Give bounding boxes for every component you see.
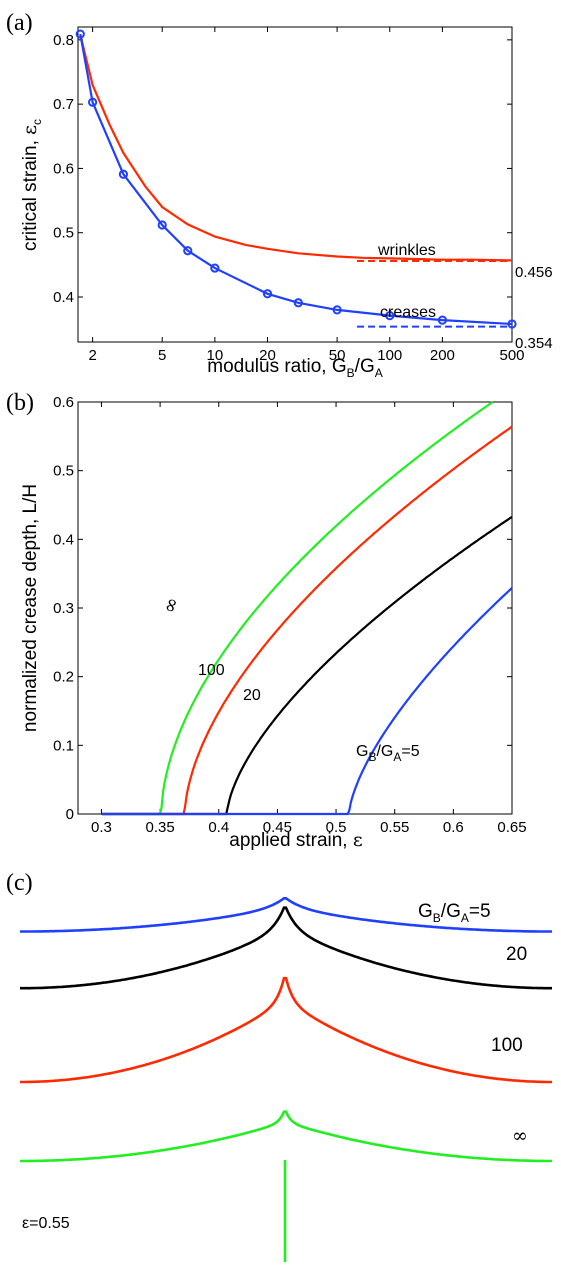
series-5 xyxy=(101,587,513,816)
panel-c: (c) GB/GA=5 20 100 ∞ ε=0.55 xyxy=(6,870,552,1262)
panel-a-label: (a) xyxy=(6,10,33,36)
x-tick-label: 0.4 xyxy=(208,819,229,836)
panel-b-xlabel: applied strain, ε xyxy=(229,829,362,851)
creases-label: creases xyxy=(380,304,436,321)
y-tick-label: 0.8 xyxy=(53,32,74,49)
creases-marker xyxy=(88,97,98,107)
y-tick-label: 0.2 xyxy=(53,669,74,686)
y-tick-label: 0.7 xyxy=(53,96,74,113)
wrinkles-line xyxy=(79,34,513,262)
y-tick-label: 0.3 xyxy=(53,600,74,617)
creases-marker xyxy=(118,169,129,179)
c-label-5: GB/GA=5 xyxy=(418,901,491,925)
x-tick-label: 2 xyxy=(88,347,96,364)
wrinkles-asymptote-value: 0.456 xyxy=(515,264,553,281)
c-label-infinity: ∞ xyxy=(512,1125,528,1147)
panel-c-label: (c) xyxy=(6,870,33,896)
b-label-100: 100 xyxy=(198,662,225,679)
y-tick-label: 0.4 xyxy=(53,531,74,548)
y-tick-label: 0.4 xyxy=(53,289,74,306)
creases-marker xyxy=(437,315,448,325)
creases-marker xyxy=(183,246,193,256)
panel-b-ticks: 0.3 0.35 0.4 0.45 0.5 0.55 0.6 0.65 0 0.1 0.2 0.3 0.… xyxy=(53,394,526,836)
x-tick-label: 20 xyxy=(259,347,276,364)
panel-a-ticks: 2 5 10 20 50 100 200 500 0.4 0.5 0.6 0.7 0.8 xyxy=(53,27,525,364)
profile-100 xyxy=(20,976,552,1084)
series-infinity xyxy=(101,401,494,816)
creases-marker xyxy=(210,263,220,273)
x-tick-label: 0.45 xyxy=(263,819,292,836)
c-strain-annotation: ε=0.55 xyxy=(22,1215,70,1232)
panel-b: (b) 0.3 0.35 0.4 0.45 0.5 0.55 0.6 0.6500.10.20… xyxy=(6,390,527,851)
creases-line xyxy=(79,33,513,326)
creases-marker xyxy=(507,319,517,329)
panel-a-ylabel: critical strain, εc xyxy=(19,119,44,251)
x-tick-label: 200 xyxy=(430,347,455,364)
y-tick-label: 0.1 xyxy=(53,737,74,754)
profile-5 xyxy=(20,896,552,933)
series-100 xyxy=(101,425,513,816)
x-tick-label: 0.6 xyxy=(443,819,464,836)
x-tick-label: 0.55 xyxy=(380,819,409,836)
panel-b-ylabel: normalized crease depth, L/H xyxy=(20,484,41,732)
c-label-20: 20 xyxy=(506,944,527,965)
creases-asymptote-value: 0.354 xyxy=(515,335,553,352)
panel-b-series xyxy=(101,401,513,816)
x-tick-label: 5 xyxy=(158,347,166,364)
creases-marker xyxy=(262,289,273,299)
creases-marker xyxy=(157,220,167,230)
b-label-20: 20 xyxy=(243,687,261,704)
x-tick-label: 500 xyxy=(499,347,524,364)
creases-marker xyxy=(385,311,395,321)
x-tick-label: 0.5 xyxy=(326,819,347,836)
x-tick-label: 50 xyxy=(329,347,346,364)
panel-a-series xyxy=(75,29,517,329)
panel-a-xlabel: modulus ratio, GB/GA xyxy=(207,356,383,380)
creases-marker xyxy=(332,305,342,315)
creases-marker xyxy=(75,29,85,39)
panel-b-label: (b) xyxy=(6,390,34,416)
series-20 xyxy=(101,515,513,816)
y-tick-label: 0.5 xyxy=(53,225,74,242)
panel-c-series xyxy=(20,896,552,1262)
y-tick-label: 0.6 xyxy=(53,160,74,177)
profile-20 xyxy=(20,906,552,990)
x-tick-label: 0.35 xyxy=(146,819,175,836)
creases-marker xyxy=(293,298,303,308)
y-tick-label: 0.6 xyxy=(53,394,74,411)
c-label-100: 100 xyxy=(491,1035,523,1056)
y-tick-label: 0 xyxy=(66,806,74,823)
panel-a: (a) 2 5 10 20 50 100 200 500 0.4 0.5 0.6 0.7 0.8 wri… xyxy=(6,10,553,380)
x-tick-label: 0.65 xyxy=(497,819,526,836)
panel-a-axes-frame xyxy=(77,26,513,343)
x-tick-label: 10 xyxy=(207,347,224,364)
wrinkles-label: wrinkles xyxy=(377,242,436,259)
y-tick-label: 0.5 xyxy=(53,463,74,480)
panel-b-axes-frame xyxy=(77,401,513,815)
b-label-5: GB/GA=5 xyxy=(356,743,420,764)
b-label-infinity: ∞ xyxy=(158,594,184,616)
profile-infinity xyxy=(20,1110,552,1163)
x-tick-label: 0.3 xyxy=(91,819,112,836)
x-tick-label: 100 xyxy=(377,347,402,364)
